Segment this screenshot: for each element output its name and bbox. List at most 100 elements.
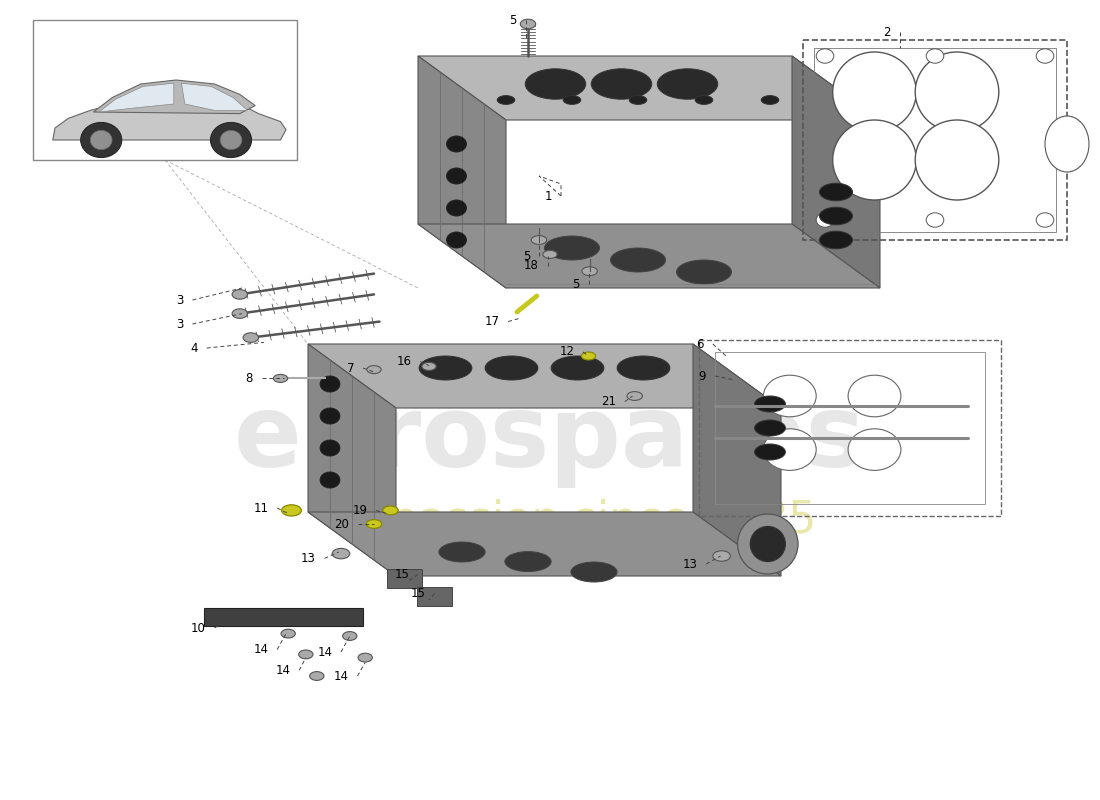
Ellipse shape (581, 352, 596, 360)
Ellipse shape (833, 120, 916, 200)
Polygon shape (182, 83, 248, 110)
Ellipse shape (820, 183, 852, 201)
Ellipse shape (915, 120, 999, 200)
Ellipse shape (447, 136, 466, 152)
Text: 17: 17 (484, 315, 499, 328)
Text: eurospares: eurospares (234, 391, 866, 489)
Bar (417, 587, 452, 606)
Ellipse shape (833, 52, 916, 132)
Text: 20: 20 (333, 518, 349, 530)
Text: 10: 10 (190, 622, 206, 634)
Ellipse shape (750, 526, 785, 562)
Ellipse shape (299, 650, 314, 659)
Ellipse shape (1036, 213, 1054, 227)
Ellipse shape (763, 375, 816, 417)
Ellipse shape (320, 376, 340, 392)
Ellipse shape (531, 235, 547, 245)
Ellipse shape (571, 562, 617, 582)
Ellipse shape (755, 444, 785, 460)
Ellipse shape (763, 429, 816, 470)
Text: 16: 16 (396, 355, 411, 368)
Ellipse shape (658, 69, 717, 99)
Ellipse shape (520, 19, 536, 29)
Ellipse shape (421, 362, 436, 370)
Ellipse shape (366, 366, 381, 374)
Ellipse shape (617, 356, 670, 380)
Ellipse shape (551, 356, 604, 380)
Ellipse shape (816, 49, 834, 63)
Ellipse shape (447, 200, 466, 216)
Text: 21: 21 (601, 395, 616, 408)
Ellipse shape (274, 374, 287, 382)
Polygon shape (418, 224, 880, 288)
Text: 12: 12 (559, 346, 574, 358)
Ellipse shape (243, 333, 258, 342)
Ellipse shape (1036, 49, 1054, 63)
Text: 15: 15 (410, 587, 426, 600)
Text: 14: 14 (333, 670, 349, 682)
Ellipse shape (926, 213, 944, 227)
Polygon shape (308, 344, 396, 576)
Polygon shape (53, 92, 286, 140)
Polygon shape (693, 344, 781, 576)
Ellipse shape (591, 69, 651, 99)
Ellipse shape (542, 250, 557, 258)
Text: 9: 9 (698, 370, 706, 382)
Text: 18: 18 (524, 259, 539, 272)
Text: 3: 3 (176, 318, 184, 330)
Polygon shape (418, 56, 880, 120)
Ellipse shape (320, 408, 340, 424)
Ellipse shape (610, 248, 665, 272)
Text: 11: 11 (253, 502, 268, 514)
Ellipse shape (310, 672, 323, 680)
Ellipse shape (563, 95, 581, 104)
Ellipse shape (447, 232, 466, 248)
Ellipse shape (848, 375, 901, 417)
Polygon shape (308, 344, 781, 408)
Polygon shape (792, 56, 880, 288)
Ellipse shape (232, 290, 248, 299)
Text: 3: 3 (176, 294, 184, 306)
Ellipse shape (220, 130, 242, 150)
Text: 2: 2 (883, 26, 891, 38)
Text: 14: 14 (317, 646, 332, 658)
Ellipse shape (915, 52, 999, 132)
Ellipse shape (755, 420, 785, 436)
Ellipse shape (282, 505, 301, 516)
Ellipse shape (232, 309, 248, 318)
Text: 19: 19 (352, 504, 367, 517)
Ellipse shape (439, 542, 485, 562)
Ellipse shape (90, 130, 112, 150)
Ellipse shape (816, 213, 834, 227)
Ellipse shape (1045, 116, 1089, 172)
Ellipse shape (80, 122, 122, 158)
Ellipse shape (761, 95, 779, 104)
Ellipse shape (755, 396, 785, 412)
Ellipse shape (447, 168, 466, 184)
Polygon shape (99, 83, 174, 112)
Ellipse shape (737, 514, 797, 574)
Ellipse shape (544, 236, 600, 260)
Ellipse shape (282, 629, 295, 638)
Text: 5: 5 (509, 14, 517, 26)
Bar (33, 20, 297, 160)
Text: 4: 4 (190, 342, 198, 354)
Ellipse shape (419, 356, 472, 380)
Ellipse shape (676, 260, 732, 284)
Ellipse shape (713, 550, 730, 562)
Ellipse shape (629, 95, 647, 104)
Ellipse shape (582, 266, 597, 275)
Ellipse shape (383, 506, 398, 515)
Ellipse shape (526, 69, 585, 99)
Text: 6: 6 (696, 338, 704, 350)
Ellipse shape (497, 95, 515, 104)
Polygon shape (204, 608, 363, 626)
Text: 1: 1 (544, 190, 552, 202)
Polygon shape (418, 56, 506, 288)
Ellipse shape (359, 653, 372, 662)
Ellipse shape (366, 520, 382, 528)
Ellipse shape (820, 207, 852, 225)
Text: 15: 15 (394, 568, 409, 581)
Text: 7: 7 (346, 362, 354, 374)
Ellipse shape (320, 440, 340, 456)
